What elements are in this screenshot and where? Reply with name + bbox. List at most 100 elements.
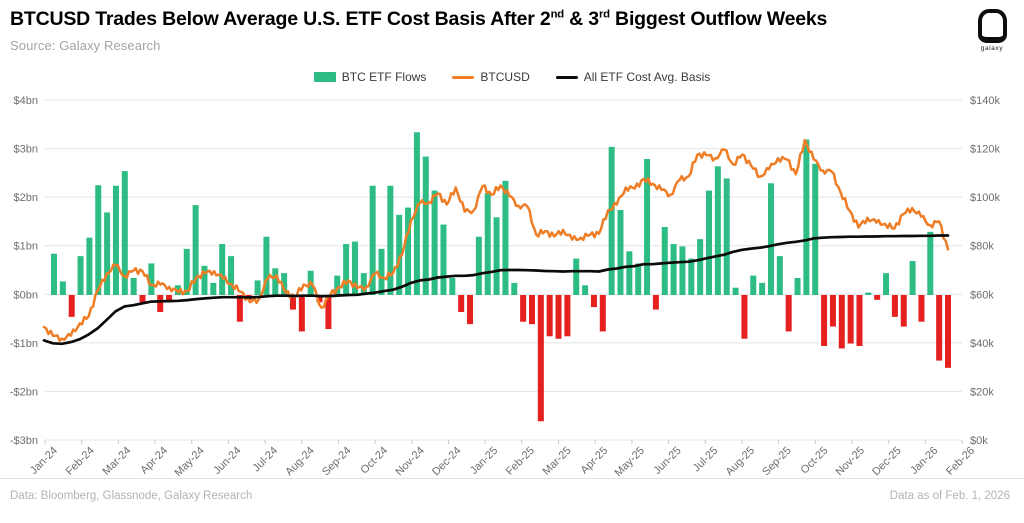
bar-swatch-icon: [313, 72, 336, 82]
x-axis-label: May-25: [613, 445, 647, 479]
x-axis-label: Jul-25: [691, 445, 721, 475]
flow-bar: [785, 295, 792, 332]
flow-bar: [484, 193, 491, 295]
title-superscript-rd: rd: [598, 8, 610, 21]
right-axis-label: $80k: [970, 241, 994, 253]
flow-bar: [759, 282, 766, 295]
flow-bar: [909, 261, 916, 295]
flow-bar: [546, 295, 553, 337]
flow-bar: [573, 258, 580, 295]
flow-bar: [812, 163, 819, 295]
flow-bar: [396, 214, 403, 295]
flow-bar: [741, 295, 748, 339]
flow-bar: [936, 295, 943, 361]
x-axis-label: Mar-24: [100, 445, 133, 478]
x-axis-label: Jul-24: [251, 445, 281, 475]
galaxy-logo-icon: [977, 9, 1007, 43]
flow-bar: [803, 139, 810, 295]
legend-label: BTCUSD: [480, 70, 530, 84]
flow-bar: [422, 156, 429, 295]
flow-bar: [325, 295, 332, 329]
flow-bar: [838, 295, 845, 349]
flow-bar: [582, 285, 589, 295]
flow-bar: [467, 295, 474, 325]
flow-bar: [502, 180, 509, 295]
flow-bar: [608, 146, 615, 295]
flow-bar: [201, 265, 208, 295]
flow-bar: [298, 295, 305, 332]
flow-bar: [210, 282, 217, 295]
flow-bar: [670, 244, 677, 295]
flow-bar: [617, 210, 624, 295]
flow-bar: [564, 295, 571, 337]
x-axis-label: Sep-24: [320, 445, 354, 479]
flow-bar: [679, 246, 686, 295]
right-axis-label: $20k: [970, 386, 994, 398]
flow-bar: [148, 263, 155, 295]
flow-bar: [528, 295, 535, 325]
left-axis-label: $3bn: [14, 144, 38, 156]
flow-bar: [891, 295, 898, 317]
flow-bar: [254, 280, 261, 295]
btcusd-line: [42, 138, 950, 343]
x-axis-label: Jun-25: [651, 445, 683, 477]
title-text-end: Biggest Outflow Weeks: [609, 8, 828, 30]
x-axis-label: Jan-24: [28, 445, 60, 477]
flow-bar: [121, 171, 128, 295]
flow-bar: [166, 295, 173, 303]
flow-bar: [599, 295, 606, 332]
legend-label: All ETF Cost Avg. Basis: [583, 70, 711, 84]
flow-bar: [750, 275, 757, 295]
right-axis-label: $0k: [970, 435, 988, 447]
galaxy-logo: galaxy: [972, 9, 1012, 52]
flow-bar: [652, 295, 659, 310]
flow-bar: [945, 295, 951, 368]
flow-bar: [714, 166, 721, 295]
flow-bar: [776, 256, 783, 295]
flow-bar: [378, 248, 385, 295]
x-axis-label: Aug-25: [723, 445, 757, 479]
right-axis-label: $40k: [970, 338, 994, 350]
x-axis-label: Jan-26: [908, 445, 940, 477]
left-axis-label: -$2bn: [10, 386, 38, 398]
x-axis-label: Mar-25: [541, 445, 574, 478]
flow-bar: [219, 244, 226, 295]
x-axis-label: Oct-24: [358, 445, 390, 477]
legend-label: BTC ETF Flows: [341, 70, 427, 84]
flow-bar: [86, 237, 93, 295]
etf-flow-bars: [51, 132, 951, 422]
chart-legend: BTC ETF Flows BTCUSD All ETF Cost Avg. B…: [0, 70, 1024, 84]
flow-bar: [697, 239, 704, 295]
line-swatch-icon: [452, 75, 475, 79]
flow-bar: [883, 273, 890, 295]
x-axis-label: Jun-24: [211, 445, 243, 477]
x-axis-label: May-24: [172, 445, 206, 479]
title-text-mid: & 3: [563, 8, 599, 30]
flow-bar: [104, 212, 111, 295]
flow-bar: [511, 282, 518, 295]
x-axis-label: Nov-25: [834, 445, 868, 479]
title-superscript-nd: nd: [550, 8, 565, 21]
flow-bar: [767, 183, 774, 295]
flow-bar: [900, 295, 907, 327]
flow-bar: [688, 258, 695, 295]
flow-bar: [493, 217, 500, 295]
flow-bar: [537, 295, 544, 422]
flow-bar: [316, 295, 323, 303]
left-axis-label: $0bn: [14, 289, 38, 301]
x-axis-label: Aug-24: [283, 445, 317, 479]
flow-bar: [413, 132, 420, 295]
line-swatch-icon: [555, 75, 578, 79]
x-axis-label: Nov-24: [393, 445, 427, 479]
flow-bar: [228, 256, 235, 295]
left-axis-label: $1bn: [14, 241, 38, 253]
flow-bar: [874, 295, 881, 300]
flow-bar: [440, 224, 447, 295]
price-lines: [42, 138, 950, 346]
x-axis-label: Apr-25: [578, 445, 610, 477]
right-axis-label: $100k: [970, 192, 1000, 204]
flow-bar: [635, 263, 642, 295]
flow-bar: [794, 278, 801, 295]
